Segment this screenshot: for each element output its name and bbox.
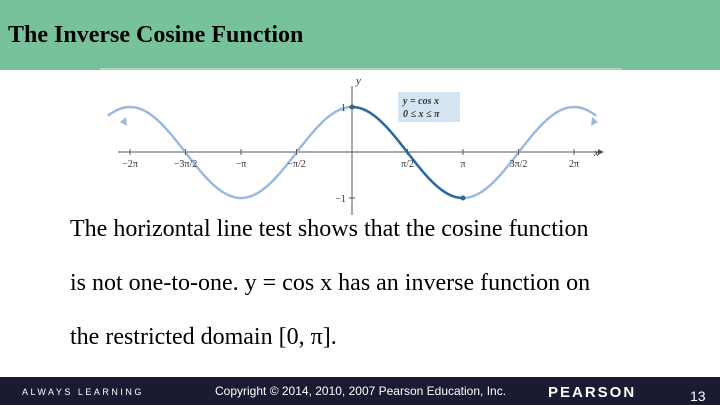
x-tick-label: 3π/2 [510,159,528,170]
tagline: ALWAYS LEARNING [22,387,144,397]
x-tick-label: π [460,159,465,170]
x-tick-label: −π [236,159,247,170]
title: The Inverse Cosine Function [8,22,303,48]
legend-box [398,92,460,122]
legend-text: 0 ≤ x ≤ π [403,109,440,120]
body-line: the restricted domain [0, π]. [70,324,337,350]
x-tick-label: π/2 [401,159,414,170]
legend-text: y = cos x [402,96,439,107]
curve-arrow [120,117,127,126]
page-number: 13 [690,388,706,404]
curve-arrow [591,117,598,126]
y-axis-label: y [355,75,361,87]
y-tick-label: −1 [335,194,346,205]
x-tick-label: −π/2 [287,159,305,170]
y-tick-label: 1 [341,103,346,114]
header-bar [0,0,720,70]
brand: PEARSON [548,384,636,401]
endpoint [460,195,466,201]
x-tick-label: 2π [569,159,579,170]
body-line: The horizontal line test shows that the … [70,216,589,242]
x-tick-label: −3π/2 [174,159,197,170]
footer-bar [0,377,720,405]
x-axis-label: x [593,147,599,159]
copyright: Copyright © 2014, 2010, 2007 Pearson Edu… [215,384,506,398]
x-tick-label: −2π [122,159,138,170]
figure: −2π −3π/2 −π −π/2 π/2 π 3π/2 2π 1 −1 x y y = cos x 0 … [107,75,604,215]
body-line: is not one-to-one. y = cos x has an inve… [70,270,590,296]
x-arrow [598,149,604,155]
